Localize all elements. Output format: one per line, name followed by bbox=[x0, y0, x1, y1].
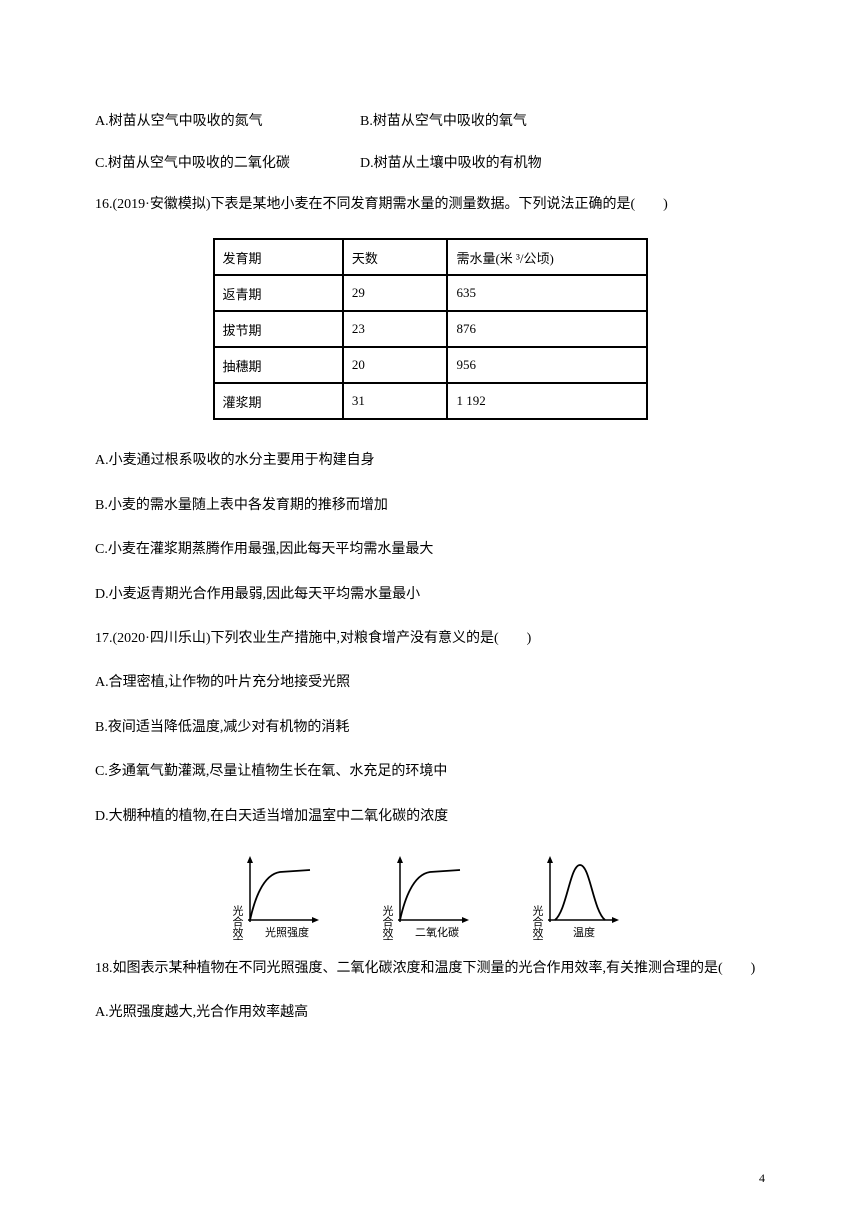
curve bbox=[400, 870, 460, 920]
q15-opt-d: D.树苗从土壤中吸收的有机物 bbox=[360, 152, 542, 172]
cell: 返青期 bbox=[214, 275, 343, 311]
q17-opt-c: C.多通氧气勤灌溉,尽量让植物生长在氧、水充足的环境中 bbox=[95, 761, 765, 783]
q17-opt-b: B.夜间适当降低温度,减少对有机物的消耗 bbox=[95, 717, 765, 739]
x-arrow-icon bbox=[462, 917, 469, 923]
q16-opt-a: A.小麦通过根系吸收的水分主要用于构建自身 bbox=[95, 450, 765, 472]
cell: 635 bbox=[447, 275, 646, 311]
q17-stem: 17.(2020·四川乐山)下列农业生产措施中,对粮食增产没有意义的是( ) bbox=[95, 628, 765, 650]
cell: 956 bbox=[447, 347, 646, 383]
q15-options-row2: C.树苗从空气中吸收的二氧化碳 D.树苗从土壤中吸收的有机物 bbox=[95, 152, 765, 172]
page-number: 4 bbox=[759, 1171, 765, 1186]
table-row: 灌浆期 31 1 192 bbox=[214, 383, 647, 419]
y-axis-label: 光合效率 bbox=[381, 904, 394, 940]
cell: 拔节期 bbox=[214, 311, 343, 347]
q15-opt-b: B.树苗从空气中吸收的氧气 bbox=[360, 110, 527, 130]
cell: 灌浆期 bbox=[214, 383, 343, 419]
table-row: 抽穗期 20 956 bbox=[214, 347, 647, 383]
th-period: 发育期 bbox=[214, 239, 343, 275]
x-axis-label: 温度 bbox=[573, 925, 595, 939]
cell: 29 bbox=[343, 275, 448, 311]
q16-opt-b: B.小麦的需水量随上表中各发育期的推移而增加 bbox=[95, 495, 765, 517]
th-days: 天数 bbox=[343, 239, 448, 275]
x-arrow-icon bbox=[312, 917, 319, 923]
cell: 抽穗期 bbox=[214, 347, 343, 383]
chart-temperature: 光合效率 温度 bbox=[525, 850, 635, 940]
y-arrow-icon bbox=[247, 856, 253, 863]
q18-opt-a: A.光照强度越大,光合作用效率越高 bbox=[95, 1002, 765, 1024]
y-arrow-icon bbox=[547, 856, 553, 863]
q15-options-row1: A.树苗从空气中吸收的氮气 B.树苗从空气中吸收的氧气 bbox=[95, 110, 765, 130]
q16-stem: 16.(2019·安徽模拟)下表是某地小麦在不同发育期需水量的测量数据。下列说法… bbox=[95, 194, 765, 216]
q16-opt-d: D.小麦返青期光合作用最弱,因此每天平均需水量最小 bbox=[95, 584, 765, 606]
curve bbox=[250, 870, 310, 920]
cell: 20 bbox=[343, 347, 448, 383]
y-axis-label: 光合效率 bbox=[531, 904, 544, 940]
q15-opt-c: C.树苗从空气中吸收的二氧化碳 bbox=[95, 152, 360, 172]
cell: 1 192 bbox=[447, 383, 646, 419]
q16-table: 发育期 天数 需水量(米 ³/公顷) 返青期 29 635 拔节期 23 876… bbox=[213, 238, 648, 420]
th-water: 需水量(米 ³/公顷) bbox=[447, 239, 646, 275]
table-row: 拔节期 23 876 bbox=[214, 311, 647, 347]
chart-co2: 光合效率 二氧化碳 bbox=[375, 850, 485, 940]
q17-opt-d: D.大棚种植的植物,在白天适当增加温室中二氧化碳的浓度 bbox=[95, 806, 765, 828]
table-header-row: 发育期 天数 需水量(米 ³/公顷) bbox=[214, 239, 647, 275]
q15-opt-a: A.树苗从空气中吸收的氮气 bbox=[95, 110, 360, 130]
y-axis-label: 光合效率 bbox=[231, 904, 244, 940]
q18-charts: 光合效率 光照强度 光合效率 二氧化碳 光合效率 温度 bbox=[95, 850, 765, 940]
q17-opt-a: A.合理密植,让作物的叶片充分地接受光照 bbox=[95, 672, 765, 694]
chart-light-intensity: 光合效率 光照强度 bbox=[225, 850, 335, 940]
x-axis-label: 二氧化碳 bbox=[415, 925, 459, 939]
table-row: 返青期 29 635 bbox=[214, 275, 647, 311]
y-arrow-icon bbox=[397, 856, 403, 863]
cell: 31 bbox=[343, 383, 448, 419]
curve bbox=[555, 865, 605, 920]
x-axis-label: 光照强度 bbox=[265, 925, 309, 939]
q18-stem: 18.如图表示某种植物在不同光照强度、二氧化碳浓度和温度下测量的光合作用效率,有… bbox=[95, 958, 765, 980]
cell: 876 bbox=[447, 311, 646, 347]
x-arrow-icon bbox=[612, 917, 619, 923]
q16-opt-c: C.小麦在灌浆期蒸腾作用最强,因此每天平均需水量最大 bbox=[95, 539, 765, 561]
cell: 23 bbox=[343, 311, 448, 347]
